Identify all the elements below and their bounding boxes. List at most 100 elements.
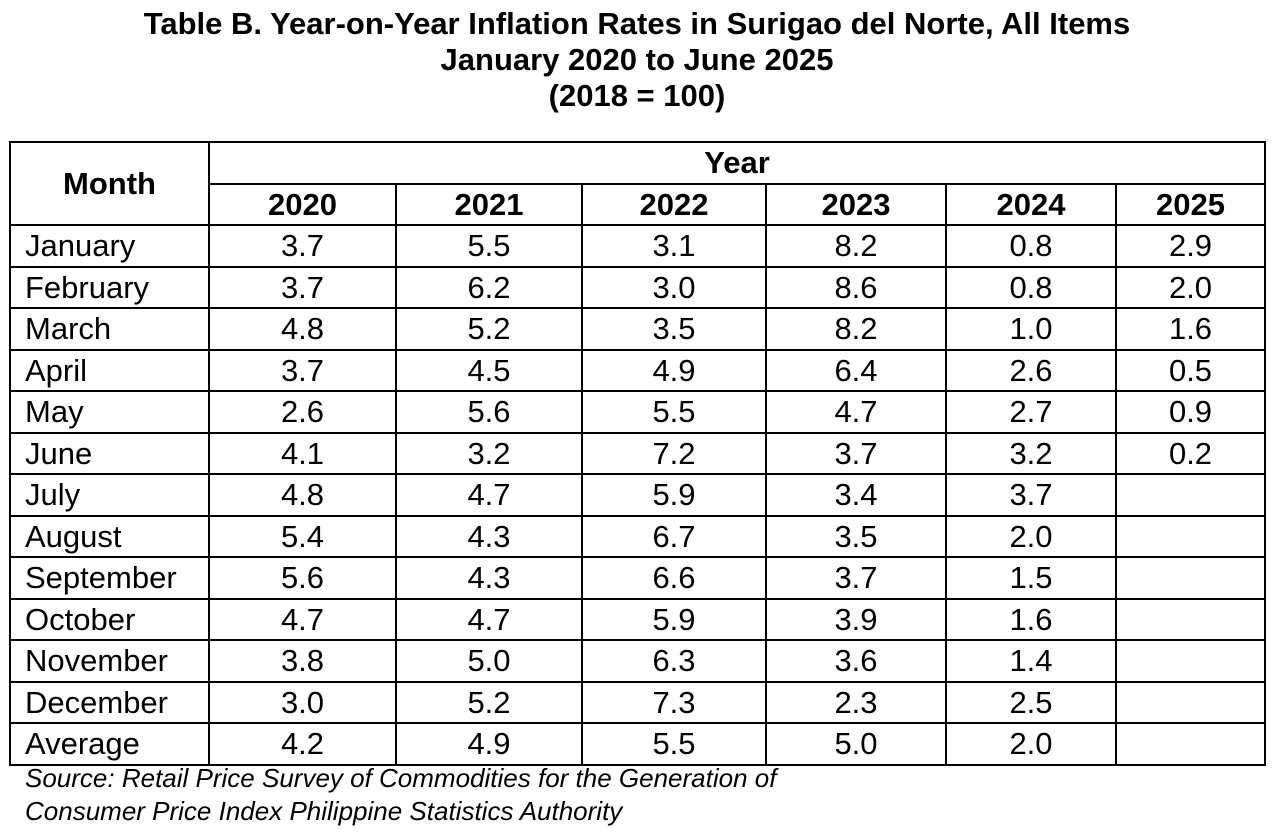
month-cell: June <box>10 433 209 475</box>
value-cell: 5.5 <box>582 723 766 765</box>
value-cell: 3.7 <box>209 267 396 309</box>
value-cell: 3.7 <box>766 557 946 599</box>
value-cell: 3.1 <box>582 225 766 267</box>
value-cell <box>1116 516 1265 558</box>
month-cell: January <box>10 225 209 267</box>
value-cell: 6.3 <box>582 640 766 682</box>
value-cell: 7.2 <box>582 433 766 475</box>
year-header-2021: 2021 <box>396 184 582 226</box>
value-cell: 5.6 <box>209 557 396 599</box>
year-header-2024: 2024 <box>946 184 1116 226</box>
value-cell: 5.5 <box>396 225 582 267</box>
month-cell: November <box>10 640 209 682</box>
value-cell: 2.3 <box>766 682 946 724</box>
table-row: July 4.8 4.7 5.9 3.4 3.7 <box>10 474 1265 516</box>
value-cell: 0.5 <box>1116 350 1265 392</box>
year-header-2020: 2020 <box>209 184 396 226</box>
value-cell: 8.2 <box>766 308 946 350</box>
value-cell: 6.6 <box>582 557 766 599</box>
value-cell: 0.8 <box>946 225 1116 267</box>
value-cell: 3.7 <box>209 350 396 392</box>
source-line-2: Consumer Price Index Philippine Statisti… <box>25 795 776 828</box>
value-cell: 5.0 <box>396 640 582 682</box>
value-cell: 4.3 <box>396 516 582 558</box>
value-cell: 5.9 <box>582 599 766 641</box>
value-cell: 3.0 <box>209 682 396 724</box>
title-line-base-year: (2018 = 100) <box>0 78 1274 114</box>
header-row-top: Month Year <box>10 142 1265 184</box>
value-cell: 4.5 <box>396 350 582 392</box>
table-row: February 3.7 6.2 3.0 8.6 0.8 2.0 <box>10 267 1265 309</box>
inflation-table: Month Year 2020 2021 2022 2023 2024 2025 Janu… <box>9 141 1266 766</box>
value-cell: 4.1 <box>209 433 396 475</box>
month-cell: May <box>10 391 209 433</box>
value-cell: 4.3 <box>396 557 582 599</box>
value-cell: 1.6 <box>1116 308 1265 350</box>
value-cell: 3.7 <box>946 474 1116 516</box>
table-row: December 3.0 5.2 7.3 2.3 2.5 <box>10 682 1265 724</box>
value-cell: 1.4 <box>946 640 1116 682</box>
value-cell: 4.8 <box>209 308 396 350</box>
value-cell: 2.7 <box>946 391 1116 433</box>
table-row: June 4.1 3.2 7.2 3.7 3.2 0.2 <box>10 433 1265 475</box>
month-column-header: Month <box>10 142 209 225</box>
month-cell: August <box>10 516 209 558</box>
value-cell: 4.7 <box>396 599 582 641</box>
value-cell: 3.7 <box>209 225 396 267</box>
value-cell: 4.8 <box>209 474 396 516</box>
value-cell: 3.4 <box>766 474 946 516</box>
table-row: May 2.6 5.6 5.5 4.7 2.7 0.9 <box>10 391 1265 433</box>
value-cell: 2.0 <box>946 516 1116 558</box>
table-title: Table B. Year-on-Year Inflation Rates in… <box>0 6 1274 114</box>
value-cell: 5.5 <box>582 391 766 433</box>
value-cell: 6.4 <box>766 350 946 392</box>
value-cell: 0.8 <box>946 267 1116 309</box>
source-note: Source: Retail Price Survey of Commoditi… <box>25 762 776 828</box>
value-cell: 4.7 <box>766 391 946 433</box>
value-cell: 2.0 <box>946 723 1116 765</box>
value-cell: 0.9 <box>1116 391 1265 433</box>
table-row: March 4.8 5.2 3.5 8.2 1.0 1.6 <box>10 308 1265 350</box>
value-cell: 3.5 <box>766 516 946 558</box>
value-cell: 0.2 <box>1116 433 1265 475</box>
value-cell: 2.6 <box>946 350 1116 392</box>
title-line-period: January 2020 to June 2025 <box>0 42 1274 78</box>
value-cell: 5.9 <box>582 474 766 516</box>
table-row: January 3.7 5.5 3.1 8.2 0.8 2.9 <box>10 225 1265 267</box>
value-cell: 3.2 <box>396 433 582 475</box>
year-header-2025: 2025 <box>1116 184 1265 226</box>
value-cell: 8.2 <box>766 225 946 267</box>
value-cell: 3.8 <box>209 640 396 682</box>
value-cell: 6.7 <box>582 516 766 558</box>
table-row: November 3.8 5.0 6.3 3.6 1.4 <box>10 640 1265 682</box>
value-cell: 3.6 <box>766 640 946 682</box>
value-cell <box>1116 640 1265 682</box>
value-cell: 1.0 <box>946 308 1116 350</box>
value-cell: 8.6 <box>766 267 946 309</box>
month-cell: October <box>10 599 209 641</box>
value-cell: 3.2 <box>946 433 1116 475</box>
value-cell: 4.7 <box>209 599 396 641</box>
year-header-2023: 2023 <box>766 184 946 226</box>
title-line-main: Table B. Year-on-Year Inflation Rates in… <box>0 6 1274 42</box>
value-cell: 4.9 <box>396 723 582 765</box>
value-cell <box>1116 599 1265 641</box>
value-cell: 5.6 <box>396 391 582 433</box>
value-cell: 5.4 <box>209 516 396 558</box>
table-row: August 5.4 4.3 6.7 3.5 2.0 <box>10 516 1265 558</box>
value-cell: 4.9 <box>582 350 766 392</box>
value-cell <box>1116 682 1265 724</box>
value-cell: 6.2 <box>396 267 582 309</box>
value-cell: 7.3 <box>582 682 766 724</box>
value-cell: 4.2 <box>209 723 396 765</box>
value-cell <box>1116 557 1265 599</box>
value-cell: 4.7 <box>396 474 582 516</box>
table-row: September 5.6 4.3 6.6 3.7 1.5 <box>10 557 1265 599</box>
table-row: April 3.7 4.5 4.9 6.4 2.6 0.5 <box>10 350 1265 392</box>
month-cell: December <box>10 682 209 724</box>
year-group-header: Year <box>209 142 1265 184</box>
month-cell: April <box>10 350 209 392</box>
source-line-1: Source: Retail Price Survey of Commoditi… <box>25 762 776 795</box>
value-cell: 2.6 <box>209 391 396 433</box>
value-cell <box>1116 723 1265 765</box>
